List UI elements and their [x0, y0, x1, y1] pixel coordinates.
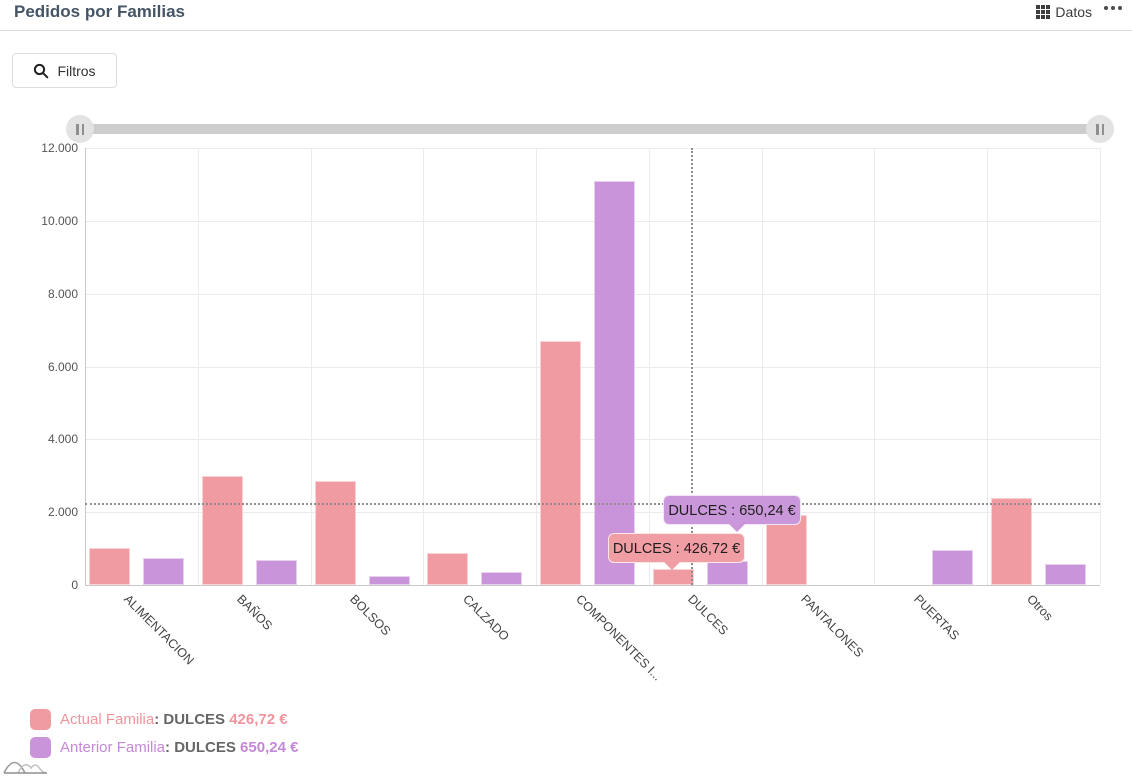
x-gridline [1100, 148, 1101, 585]
tooltip-tail [729, 524, 745, 532]
search-icon [34, 63, 49, 78]
y-axis-tick-label: 8.000 [47, 286, 78, 301]
more-options-button[interactable] [1102, 6, 1124, 22]
y-axis-tick-label: 2.000 [47, 505, 78, 520]
x-gridline [761, 148, 763, 585]
legend-item-anterior-familia[interactable]: Anterior Familia: DULCES 650,24 € [30, 737, 298, 758]
x-gridline [310, 148, 312, 585]
widget-header: Pedidos por Familias Datos [0, 0, 1132, 31]
page-title: Pedidos por Familias [14, 2, 185, 21]
bar-anterior-calzado[interactable] [481, 571, 523, 585]
x-gridline [197, 148, 199, 585]
y-gridline [85, 585, 1100, 586]
y-axis-tick-label: 0 [71, 578, 78, 592]
filters-button-label: Filtros [57, 62, 96, 79]
y-gridline [85, 439, 1100, 441]
tooltip-anterior: DULCES : 650,24 € [663, 495, 801, 532]
bar-anterior-alimentacion[interactable] [143, 558, 184, 585]
legend-text-anterior: Anterior Familia: DULCES 650,24 € [60, 739, 299, 756]
x-axis-category-label: Otros [1023, 592, 1056, 624]
waves-watermark-icon [3, 761, 48, 774]
x-gridline [648, 148, 650, 585]
x-axis-category-label: BOLSOS [347, 592, 394, 639]
datazoom-left-handle[interactable] [66, 115, 94, 143]
bar-actual-componentes-i-[interactable] [540, 341, 582, 585]
bar-actual-alimentacion[interactable] [89, 548, 130, 585]
bar-anterior-puertas[interactable] [932, 550, 974, 585]
bar-anterior-componentes-i-[interactable] [594, 180, 636, 585]
bar-actual-dulces[interactable] [652, 569, 694, 585]
y-gridline [85, 366, 1100, 368]
y-axis-tick-label: 10.000 [41, 213, 78, 228]
x-gridline [536, 148, 538, 585]
x-axis-category-label: DULCES [685, 592, 732, 638]
ellipsis-icon [1102, 6, 1124, 10]
x-gridline [874, 148, 876, 585]
x-axis-category-label: BAÑOS [234, 592, 276, 633]
data-grid-icon [1036, 5, 1051, 19]
legend-text-actual: Actual Familia: DULCES 426,72 € [60, 711, 288, 728]
tooltip-actual: DULCES : 426,72 € [608, 533, 745, 570]
x-axis-category-label: PANTALONES [798, 592, 867, 661]
bar-actual-calzado[interactable] [427, 553, 469, 585]
crosshair-horizontal-line [85, 502, 1100, 505]
y-axis-tick-label: 6.000 [47, 359, 78, 374]
datos-button[interactable]: Datos [1036, 4, 1092, 20]
legend-item-actual-familia[interactable]: Actual Familia: DULCES 426,72 € [30, 709, 288, 730]
x-axis-category-label: COMPONENTES I... [572, 592, 665, 684]
x-gridline [85, 148, 86, 585]
bar-anterior-ba-os[interactable] [255, 559, 297, 585]
x-gridline [987, 148, 989, 585]
x-axis-category-label: CALZADO [459, 592, 512, 644]
x-gridline [423, 148, 425, 585]
tooltip-tail [664, 562, 680, 570]
y-gridline [85, 293, 1100, 295]
datazoom-right-handle[interactable] [1086, 115, 1114, 143]
x-axis-category-label: PUERTAS [910, 592, 962, 643]
y-gridline [85, 512, 1100, 514]
bar-actual-bolsos[interactable] [314, 481, 356, 585]
filters-button[interactable]: Filtros [12, 53, 117, 88]
legend-swatch-anterior [30, 737, 51, 758]
bar-anterior-otros[interactable] [1045, 563, 1087, 585]
bar-anterior-bolsos[interactable] [368, 576, 410, 585]
y-axis-tick-label: 4.000 [47, 432, 78, 447]
legend-swatch-actual [30, 709, 51, 730]
x-axis-category-label: ALIMENTACION [121, 592, 198, 668]
y-axis-tick-label: 12.000 [41, 141, 78, 155]
bar-actual-ba-os[interactable] [201, 475, 243, 585]
bar-anterior-dulces[interactable] [706, 561, 748, 585]
datazoom-slider-track[interactable] [80, 124, 1100, 134]
bar-actual-otros[interactable] [991, 497, 1033, 585]
y-gridline [85, 148, 1100, 149]
datos-button-label: Datos [1055, 4, 1092, 20]
crosshair-vertical-line [690, 148, 693, 585]
y-gridline [85, 220, 1100, 222]
